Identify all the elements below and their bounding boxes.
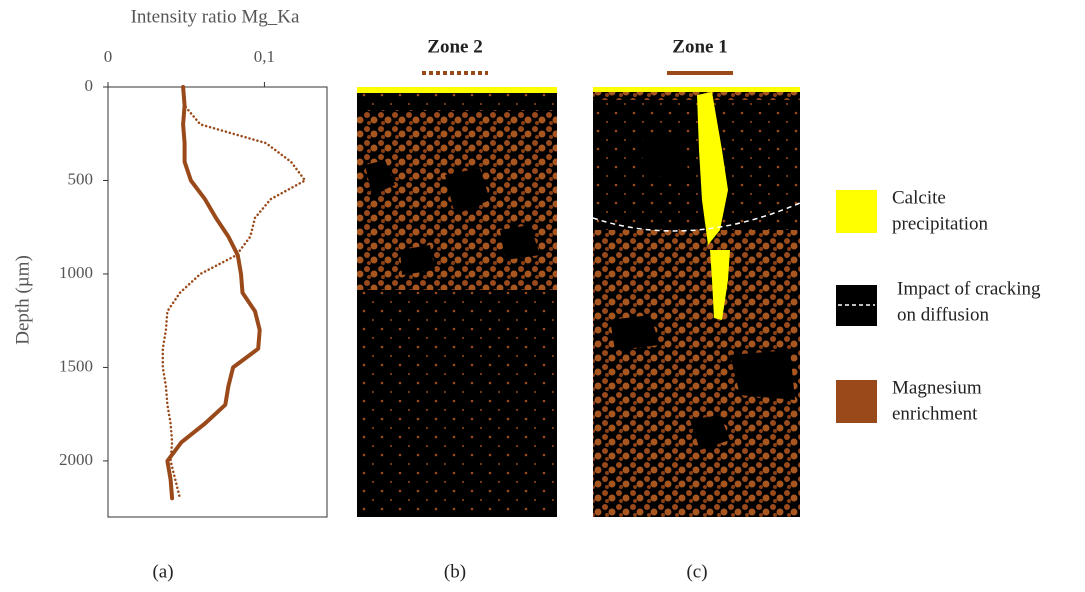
panel-b-image: [357, 87, 557, 517]
y-tick-label: 1500: [59, 356, 93, 375]
y-axis-title: Depth (µm): [12, 255, 33, 345]
panel-caption: (c): [686, 561, 707, 582]
zone-label: Zone 2: [427, 36, 482, 57]
figure: Intensity ratio Mg_Ka Depth (µm) 0 0,1 0 50…: [0, 0, 1085, 587]
legend-label: on diffusion: [897, 304, 990, 325]
y-tick-label: 500: [68, 169, 94, 188]
y-tick-label: 1000: [59, 263, 93, 282]
x-tick-label: 0,1: [254, 47, 275, 66]
legend-label: enrichment: [892, 403, 978, 424]
legend-label: Impact of cracking: [897, 278, 1041, 299]
legend-swatch: [836, 190, 877, 233]
legend-label: precipitation: [892, 213, 989, 234]
legend-swatch: [836, 380, 877, 423]
plot-frame: [108, 87, 327, 517]
x-tick-label: 0: [104, 47, 113, 66]
zone-label: Zone 1: [672, 36, 727, 57]
legend-label: Magnesium: [892, 377, 982, 398]
panel-caption: (b): [444, 561, 466, 582]
panel-c-image: [593, 87, 800, 517]
legend-swatch: [836, 285, 877, 326]
legend-label: Calcite: [892, 187, 946, 208]
panel-caption: (a): [152, 561, 173, 582]
y-tick-label: 0: [85, 76, 94, 95]
y-tick-label: 2000: [59, 450, 93, 469]
x-axis-title: Intensity ratio Mg_Ka: [131, 6, 300, 27]
